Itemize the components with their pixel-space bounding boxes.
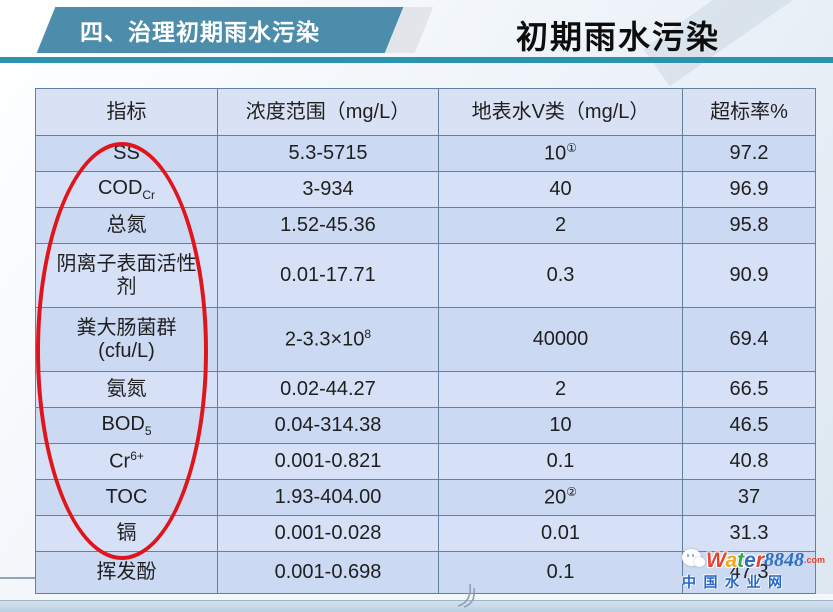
column-header: 浓度范围（mg/L） [217, 88, 439, 136]
standard-cell: 10① [438, 135, 683, 172]
red-ellipse-annotation [36, 142, 208, 560]
rate-cell: 69.4 [682, 307, 816, 372]
standard-cell: 0.01 [438, 515, 683, 552]
rate-cell: 40.8 [682, 443, 816, 480]
watermark-site-name: 中国水业网 [682, 574, 790, 590]
section-banner: 四、治理初期雨水污染 [36, 7, 404, 53]
table-row: 氨氮 0.02-44.27 2 66.5 [35, 371, 816, 408]
bottom-band-blue [0, 600, 833, 612]
watermark-brand-letter: r [755, 548, 765, 572]
range-cell: 0.001-0.028 [217, 515, 439, 552]
table-header: 指标 浓度范围（mg/L） 地表水V类（mg/L） 超标率% [35, 88, 816, 136]
watermark-brand-letter: a [725, 548, 738, 572]
range-cell: 1.52-45.36 [217, 207, 439, 244]
background-edge-line [0, 577, 46, 579]
range-cell: 0.04-314.38 [217, 407, 439, 444]
watermark-brand-letter: e [744, 548, 756, 572]
watermark: Water 8848 .com 中国水业网 [682, 549, 832, 589]
range-cell: 5.3-5715 [217, 135, 439, 172]
rate-cell: 46.5 [682, 407, 816, 444]
standard-cell: 40 [438, 171, 683, 208]
table-header-row: 指标 浓度范围（mg/L） 地表水V类（mg/L） 超标率% [35, 88, 816, 136]
rate-cell: 47.3 [682, 551, 816, 594]
watermark-brand: Water [706, 550, 764, 571]
range-cell: 3-934 [217, 171, 439, 208]
water-logo-icon [682, 549, 706, 571]
watermark-brand-letter: t [737, 548, 745, 572]
page-title: 初期雨水污染 [516, 19, 721, 55]
table-row: 镉 0.001-0.028 0.01 31.3 [35, 515, 816, 552]
standard-cell: 2 [438, 207, 683, 244]
bottom-band-light [0, 594, 833, 600]
rate-cell: 95.8 [682, 207, 816, 244]
column-header: 超标率% [682, 88, 816, 136]
standard-cell: 2 [438, 371, 683, 408]
rate-cell: 96.9 [682, 171, 816, 208]
rate-cell: 66.5 [682, 371, 816, 408]
column-header: 指标 [35, 88, 218, 136]
range-cell: 0.001-0.698 [217, 551, 439, 594]
rate-cell: 37 [682, 479, 816, 516]
watermark-brand-letter: W [706, 548, 726, 572]
watermark-brand-number: 8848 [764, 549, 805, 571]
standard-cell: 10 [438, 407, 683, 444]
range-cell: 0.01-17.71 [217, 243, 439, 308]
section-banner-label: 四、治理初期雨水污染 [80, 19, 320, 45]
standard-cell: 0.1 [438, 443, 683, 480]
rate-cell: 90.9 [682, 243, 816, 308]
range-cell: 0.02-44.27 [217, 371, 439, 408]
standard-cell: 0.3 [438, 243, 683, 308]
column-header: 地表水V类（mg/L） [438, 88, 683, 136]
watermark-brand-line: Water 8848 .com [682, 549, 832, 571]
page-curl-icon [457, 583, 476, 608]
standard-cell: 20② [438, 479, 683, 516]
rate-cell: 97.2 [682, 135, 816, 172]
standard-cell: 40000 [438, 307, 683, 372]
range-cell: 1.93-404.00 [217, 479, 439, 516]
range-cell: 2-3.3×108 [217, 307, 439, 372]
rate-cell: 31.3 [682, 515, 816, 552]
range-cell: 0.001-0.821 [217, 443, 439, 480]
table-row: SS 5.3-5715 10① 97.2 [35, 135, 816, 172]
watermark-tld: .com [804, 554, 826, 565]
header-divider [0, 57, 833, 63]
